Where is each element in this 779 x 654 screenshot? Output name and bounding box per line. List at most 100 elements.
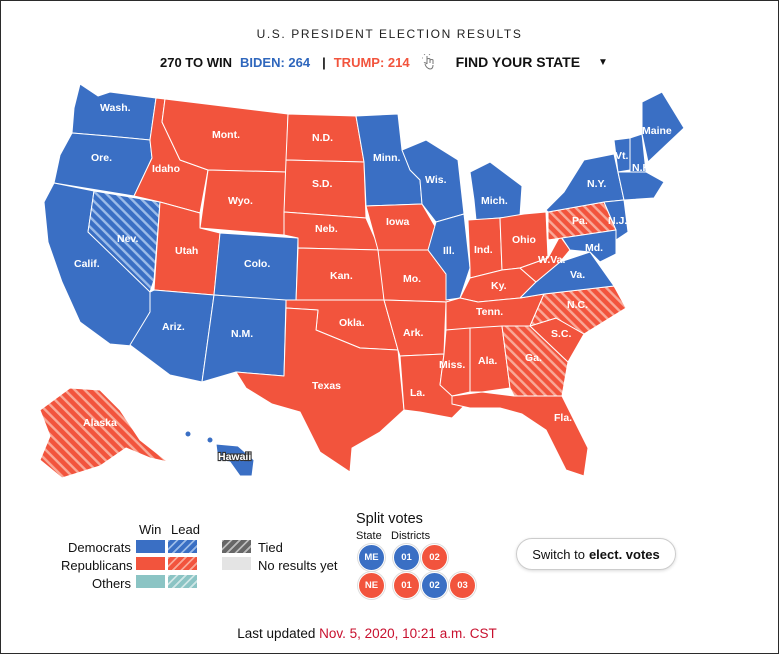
legend-others-label: Others bbox=[92, 576, 132, 591]
label-nj: N.J. bbox=[608, 215, 627, 227]
state-fla[interactable] bbox=[451, 391, 589, 477]
find-state-dropdown[interactable]: FIND YOUR STATE ▼ bbox=[456, 54, 616, 70]
win-threshold: 270 TO WIN bbox=[160, 54, 233, 70]
tally-separator: | bbox=[322, 54, 326, 70]
label-nm: N.M. bbox=[231, 328, 253, 340]
switch-to-electoral-votes-button[interactable]: Switch to elect. votes bbox=[516, 538, 676, 570]
label-miss: Miss. bbox=[439, 359, 465, 371]
legend-win-header: Win bbox=[139, 522, 162, 537]
label-ny: N.Y. bbox=[587, 178, 606, 190]
state-new-england-south[interactable] bbox=[617, 171, 665, 201]
split-me-district-2[interactable]: 02 bbox=[421, 544, 448, 571]
label-mont: Mont. bbox=[212, 129, 240, 141]
label-wva: W.Va. bbox=[538, 254, 566, 266]
biden-count: BIDEN: 264 bbox=[240, 54, 311, 70]
electoral-tally: 270 TO WIN BIDEN: 264 | TRUMP: 214 FIND … bbox=[160, 54, 616, 70]
label-texas: Texas bbox=[312, 380, 341, 392]
find-state-label: FIND YOUR STATE bbox=[455, 54, 581, 70]
label-idaho: Idaho bbox=[152, 163, 180, 175]
label-vt: Vt. bbox=[615, 150, 629, 162]
legend-rep-lead-swatch bbox=[168, 557, 197, 570]
last-updated: Last updated Nov. 5, 2020, 10:21 a.m. CS… bbox=[0, 626, 734, 641]
label-alaska: Alaska bbox=[83, 417, 117, 429]
state-md[interactable] bbox=[561, 229, 617, 263]
state-hawaii-islet bbox=[206, 436, 214, 444]
label-ala: Ala. bbox=[478, 355, 497, 367]
trump-count: TRUMP: 214 bbox=[333, 54, 410, 70]
legend-lead-header: Lead bbox=[171, 522, 200, 537]
label-utah: Utah bbox=[175, 245, 198, 257]
updated-datetime: Nov. 5, 2020, 10:21 a.m. CST bbox=[319, 626, 497, 641]
legend-header: Win Lead bbox=[139, 522, 200, 537]
label-ariz: Ariz. bbox=[162, 321, 185, 333]
label-pa: Pa. bbox=[572, 215, 588, 227]
legend-democrats-label: Democrats bbox=[68, 540, 131, 555]
pointer-hand-icon bbox=[421, 54, 434, 70]
label-calif: Calif. bbox=[74, 258, 100, 270]
label-md: Md. bbox=[585, 242, 603, 254]
state-nj[interactable] bbox=[603, 199, 629, 241]
legend-no-results-label: No results yet bbox=[258, 558, 338, 573]
label-hawaii: Hawaii bbox=[218, 451, 251, 463]
label-ind: Ind. bbox=[474, 244, 493, 256]
state-hawaii[interactable] bbox=[215, 443, 255, 477]
page-title: U.S. PRESIDENT ELECTION RESULTS bbox=[256, 27, 523, 41]
label-maine: Maine bbox=[642, 125, 672, 137]
split-state-header: State bbox=[356, 530, 382, 542]
state-hawaii-islet bbox=[184, 430, 192, 438]
legend-rep-win-swatch bbox=[136, 557, 165, 570]
label-sd: S.D. bbox=[312, 178, 333, 190]
label-nev: Nev. bbox=[117, 233, 138, 245]
label-la: La. bbox=[410, 387, 425, 399]
legend-republicans-label: Republicans bbox=[61, 558, 133, 573]
label-minn: Minn. bbox=[373, 152, 400, 164]
legend-oth-win-swatch bbox=[136, 575, 165, 588]
legend-oth-lead-swatch bbox=[168, 575, 197, 588]
legend-tied-swatch bbox=[222, 540, 251, 553]
label-ky: Ky. bbox=[491, 280, 507, 292]
split-ne-district-3[interactable]: 03 bbox=[449, 572, 476, 599]
label-sc: S.C. bbox=[551, 328, 572, 340]
legend-tied-label: Tied bbox=[258, 540, 283, 555]
label-wash: Wash. bbox=[100, 102, 131, 114]
label-colo: Colo. bbox=[244, 258, 270, 270]
label-ga: Ga. bbox=[525, 352, 542, 364]
label-ark: Ark. bbox=[403, 327, 424, 339]
split-districts-header: Districts bbox=[391, 530, 431, 542]
legend-dem-lead-swatch bbox=[168, 540, 197, 553]
label-nd: N.D. bbox=[312, 132, 333, 144]
state-labels: Wash. Ore. Calif. Nev. Idaho Mont. Wyo. … bbox=[74, 102, 672, 464]
label-wyo: Wyo. bbox=[228, 195, 253, 207]
label-iowa: Iowa bbox=[386, 216, 409, 228]
state-nev[interactable] bbox=[87, 190, 161, 293]
state-texas[interactable] bbox=[235, 307, 405, 473]
legend-no-results-swatch bbox=[222, 557, 251, 570]
state-maine[interactable] bbox=[641, 91, 685, 163]
split-votes-title: Split votes bbox=[356, 511, 423, 527]
caret-down-icon: ▼ bbox=[598, 56, 608, 68]
label-ill: Ill. bbox=[443, 245, 455, 257]
split-me-district-1[interactable]: 01 bbox=[393, 544, 420, 571]
label-ohio: Ohio bbox=[512, 234, 536, 246]
label-fla: Fla. bbox=[554, 412, 572, 424]
state-alaska[interactable] bbox=[39, 387, 169, 479]
label-okla: Okla. bbox=[339, 317, 365, 329]
legend-dem-win-swatch bbox=[136, 540, 165, 553]
label-nh: N.H. bbox=[632, 162, 653, 174]
split-ne-district-2[interactable]: 02 bbox=[421, 572, 448, 599]
state-mich[interactable] bbox=[469, 161, 523, 221]
label-wis: Wis. bbox=[425, 174, 447, 186]
state-ill[interactable] bbox=[427, 213, 471, 301]
label-va: Va. bbox=[570, 269, 585, 281]
label-mo: Mo. bbox=[403, 273, 421, 285]
label-ore: Ore. bbox=[91, 152, 112, 164]
split-ne-district-1[interactable]: 01 bbox=[393, 572, 420, 599]
switch-emphasis: elect. votes bbox=[588, 546, 660, 562]
switch-prefix: Switch to bbox=[532, 546, 585, 562]
label-mich: Mich. bbox=[481, 195, 508, 207]
label-kan: Kan. bbox=[330, 270, 353, 282]
label-tenn: Tenn. bbox=[476, 306, 503, 318]
split-me-state[interactable]: ME bbox=[358, 544, 385, 571]
split-ne-state[interactable]: NE bbox=[358, 572, 385, 599]
state-ala[interactable] bbox=[469, 325, 511, 393]
